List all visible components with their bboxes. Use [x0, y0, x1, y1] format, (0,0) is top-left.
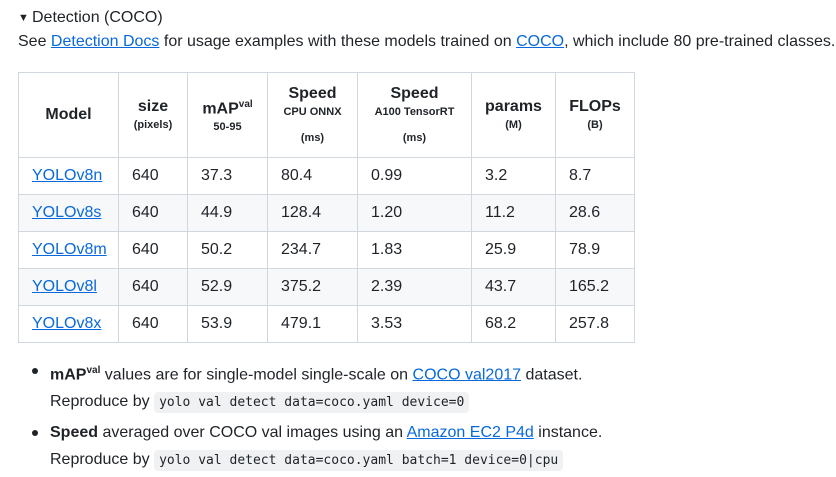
model-link-yolov8s[interactable]: YOLOv8s: [32, 204, 102, 221]
table-row: YOLOv8s 640 44.9 128.4 1.20 11.2 28.6: [18, 194, 635, 232]
list-item: Speed averaged over COCO val images usin…: [30, 419, 602, 474]
cell-speed-gpu: 2.39: [357, 268, 472, 306]
cell-flops: 257.8: [555, 305, 635, 343]
cell-params: 3.2: [471, 157, 556, 195]
models-table: Model size (pixels) mAPval 50-95 Speed CPU …: [18, 72, 635, 343]
header-size: size (pixels): [118, 72, 188, 158]
header-speed-cpu: Speed CPU ONNX (ms): [267, 72, 358, 158]
cell-speed-gpu: 3.53: [357, 305, 472, 343]
cell-speed-cpu: 375.2: [267, 268, 358, 306]
amazon-ec2-p4d-link[interactable]: Amazon EC2 P4d: [406, 424, 534, 442]
cell-map: 53.9: [187, 305, 268, 343]
cell-speed-cpu: 80.4: [267, 157, 358, 195]
bullet-icon: [32, 430, 38, 437]
header-map: mAPval 50-95: [187, 72, 268, 158]
cell-speed-cpu: 234.7: [267, 231, 358, 269]
details-title[interactable]: Detection (COCO): [32, 9, 163, 26]
cell-flops: 78.9: [555, 231, 635, 269]
cell-flops: 28.6: [555, 194, 635, 232]
coco-link[interactable]: COCO: [516, 33, 565, 50]
header-flops: FLOPs (B): [555, 72, 635, 158]
disclosure-triangle-icon[interactable]: ▼: [18, 12, 29, 24]
cell-size: 640: [118, 194, 188, 232]
model-link-yolov8l[interactable]: YOLOv8l: [32, 278, 97, 295]
cell-map: 44.9: [187, 194, 268, 232]
cell-speed-cpu: 479.1: [267, 305, 358, 343]
cell-map: 52.9: [187, 268, 268, 306]
header-speed-gpu: Speed A100 TensorRT (ms): [357, 72, 472, 158]
cell-size: 640: [118, 268, 188, 306]
table-row: YOLOv8n 640 37.3 80.4 0.99 3.2 8.7: [18, 157, 635, 195]
table-header-row: Model size (pixels) mAPval 50-95 Speed CPU …: [18, 72, 635, 158]
notes-list: mAPval values are for single-model singl…: [30, 357, 602, 477]
cell-flops: 165.2: [555, 268, 635, 306]
cell-map: 50.2: [187, 231, 268, 269]
table-row: YOLOv8l 640 52.9 375.2 2.39 43.7 165.2: [18, 268, 635, 306]
cell-speed-gpu: 1.20: [357, 194, 472, 232]
model-link-yolov8x[interactable]: YOLOv8x: [32, 315, 102, 332]
cell-size: 640: [118, 231, 188, 269]
detection-docs-link[interactable]: Detection Docs: [50, 33, 160, 50]
cell-speed-gpu: 0.99: [357, 157, 472, 195]
header-params: params (M): [471, 72, 556, 158]
model-link-yolov8n[interactable]: YOLOv8n: [32, 167, 103, 184]
cell-map: 37.3: [187, 157, 268, 195]
cell-params: 43.7: [471, 268, 556, 306]
cell-params: 11.2: [471, 194, 556, 232]
list-item: mAPval values are for single-model singl…: [30, 357, 602, 416]
bullet-icon: [32, 368, 38, 374]
table-row: YOLOv8x 640 53.9 479.1 3.53 68.2 257.8: [18, 305, 635, 343]
cell-size: 640: [118, 157, 188, 195]
coco-val2017-link[interactable]: COCO val2017: [412, 366, 522, 384]
model-link-yolov8m[interactable]: YOLOv8m: [32, 241, 107, 258]
header-model: Model: [18, 72, 119, 158]
command-code: yolo val detect data=coco.yaml device=0: [154, 392, 470, 414]
cell-flops: 8.7: [555, 157, 635, 195]
cell-speed-gpu: 1.83: [357, 231, 472, 269]
cell-size: 640: [118, 305, 188, 343]
cell-params: 25.9: [471, 231, 556, 269]
table-row: YOLOv8m 640 50.2 234.7 1.83 25.9 78.9: [18, 231, 635, 269]
cell-params: 68.2: [471, 305, 556, 343]
description-text: See Detection Docs for usage examples wi…: [18, 33, 836, 50]
cell-speed-cpu: 128.4: [267, 194, 358, 232]
details-summary[interactable]: ▼ Detection (COCO): [18, 7, 163, 29]
command-code: yolo val detect data=coco.yaml batch=1 d…: [154, 450, 564, 472]
